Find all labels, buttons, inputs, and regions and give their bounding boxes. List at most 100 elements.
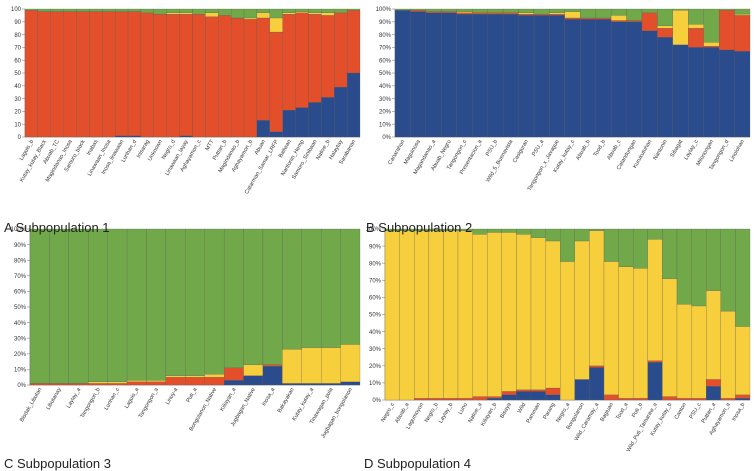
y-tick-label: 100%	[366, 227, 382, 233]
bar-segment-blue	[574, 379, 590, 401]
bar-segment-yellow	[530, 237, 546, 390]
y-tick-label: 0%	[382, 135, 391, 141]
bar-segment-yellow	[647, 239, 663, 361]
bar-segment-yellow	[589, 230, 605, 366]
y-tick-label: 80%	[369, 261, 382, 267]
y-tick-label: 60	[14, 58, 21, 64]
y-tick-label: 70%	[14, 274, 27, 280]
bar-segment-green	[487, 228, 502, 233]
bar-segment-green	[618, 228, 634, 267]
bar-segment-red	[706, 379, 721, 387]
bar-segment-yellow	[384, 230, 400, 401]
y-tick-label: 70	[14, 46, 21, 52]
bar-segment-red	[472, 396, 488, 401]
bar-segment-yellow	[735, 326, 751, 395]
x-category-label: Wild	[517, 402, 528, 414]
x-category-label: Luno	[458, 402, 469, 416]
bar-segment-blue	[647, 362, 663, 401]
bar-segment-yellow	[618, 266, 634, 399]
bar-segment-red	[676, 398, 692, 401]
bar-segment-green	[734, 8, 751, 15]
y-tick-label: 90%	[379, 20, 392, 26]
bar-segment-blue	[545, 394, 561, 401]
x-category-label: Negro_c	[380, 402, 396, 423]
bar-segment-green	[647, 228, 663, 240]
bar-segment-yellow	[603, 261, 619, 395]
bar-segment-red	[457, 398, 473, 401]
bar-segment-green	[545, 228, 561, 242]
panel-a-caption: A Subpopulation 1	[4, 220, 110, 235]
bar-segment-red	[545, 387, 561, 395]
bar-segment-green	[574, 228, 590, 242]
y-tick-label: 100	[11, 7, 22, 13]
bar-segment-green	[633, 228, 648, 269]
bar-segment-blue	[487, 398, 502, 401]
bar-segment-red	[633, 398, 648, 401]
bar-segment-green	[472, 228, 488, 235]
y-tick-label: 90	[14, 20, 21, 26]
x-category-label: Laylay_b	[438, 402, 454, 424]
bar-segment-green	[735, 228, 751, 327]
bar-segment-green	[720, 228, 736, 312]
bar-segment-yellow	[443, 230, 459, 399]
bar-segment-yellow	[720, 310, 736, 399]
bar-segment-blue	[589, 367, 605, 401]
y-tick-label: 40%	[14, 321, 27, 327]
bar-segment-red	[735, 394, 751, 399]
y-tick-label: 90%	[369, 244, 382, 250]
bar-segment-red	[662, 396, 678, 401]
panel-d-caption: D Subpopulation 4	[364, 456, 471, 471]
x-category-label: Negro_b	[424, 402, 440, 424]
y-tick-label: 50	[14, 71, 21, 77]
bar-segment-blue	[501, 394, 517, 401]
x-category-label: Tood_a	[615, 401, 630, 421]
y-tick-label: 60%	[14, 290, 27, 296]
y-tick-label: 20%	[379, 110, 392, 116]
bar-segment-red	[647, 360, 663, 363]
bar-segment-red	[501, 391, 517, 395]
bar-segment-red	[720, 398, 736, 401]
y-tick-label: 60%	[379, 58, 392, 64]
y-tick-label: 100%	[376, 7, 392, 13]
y-tick-label: 20	[14, 110, 21, 116]
y-tick-label: 80%	[379, 33, 392, 39]
y-tick-label: 70%	[379, 46, 392, 52]
x-category-label: Parang	[542, 402, 556, 421]
bar-segment-yellow	[662, 278, 678, 397]
y-tick-label: 50%	[14, 305, 27, 311]
bar-segment-yellow	[457, 230, 473, 399]
x-category-label: PSU_c	[689, 402, 703, 420]
x-category-label: Bagiuan	[600, 402, 615, 423]
y-tick-label: 30	[14, 97, 21, 103]
bar-segment-yellow	[545, 240, 561, 389]
y-tick-label: 0%	[17, 383, 26, 389]
bar-segment-green	[501, 228, 517, 233]
bar-segment-green	[676, 228, 692, 305]
bar-segment-green	[346, 8, 361, 11]
bar-segment-red	[530, 389, 546, 392]
y-tick-label: 80%	[14, 258, 27, 264]
bar-segment-red	[428, 398, 444, 401]
y-tick-label: 80	[14, 33, 21, 39]
bar-segment-blue	[735, 398, 751, 401]
y-tick-label: 40	[14, 84, 21, 90]
bar-segment-green	[530, 228, 546, 238]
y-tick-label: 10	[14, 122, 21, 128]
bar-segment-yellow	[516, 234, 532, 390]
bar-segment-green	[706, 228, 721, 291]
x-category-label: Inosa_b	[731, 402, 746, 422]
bar-segment-red	[618, 398, 634, 401]
y-tick-label: 20%	[14, 352, 27, 358]
bar-segment-yellow	[691, 305, 707, 399]
bar-segment-yellow	[487, 232, 502, 397]
bar-segment-yellow	[501, 232, 517, 392]
bar-segment-blue	[706, 386, 721, 401]
x-category-label: Canton	[674, 402, 688, 421]
bar-segment-yellow	[706, 290, 721, 380]
y-tick-label: 100%	[11, 227, 27, 233]
bar-segment-green	[340, 228, 361, 345]
y-tick-label: 50%	[369, 313, 382, 319]
